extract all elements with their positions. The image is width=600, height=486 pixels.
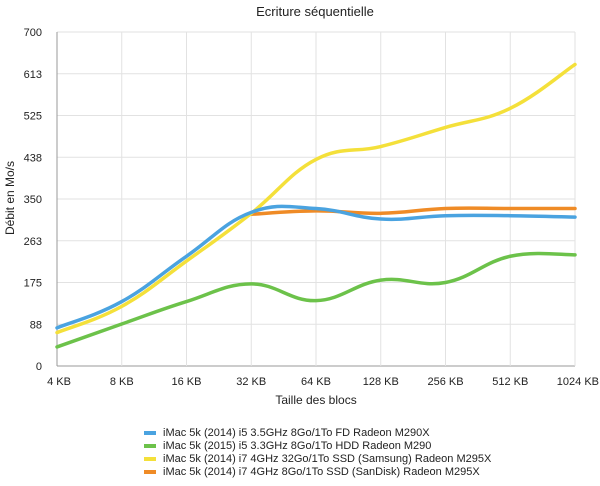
x-tick-label: 32 KB: [236, 376, 266, 388]
y-axis-label: Débit en Mo/s: [3, 161, 17, 235]
grid: [56, 31, 576, 367]
x-tick-label: 512 KB: [492, 376, 528, 388]
series-line-2: [55, 251, 577, 349]
y-tick-label: 263: [24, 236, 42, 248]
series-lines: [55, 62, 577, 349]
y-tick-label: 350: [24, 194, 42, 206]
x-tick-label: 64 KB: [301, 376, 331, 388]
series-line-4: [249, 206, 577, 217]
x-axis: 4 KB 8 KB 16 KB 32 KB 64 KB 128 KB 256 KB 512 K…: [47, 376, 599, 388]
chart-title: Ecriture séquentielle: [256, 4, 374, 19]
x-tick-label: 8 KB: [110, 376, 134, 388]
y-tick-label: 613: [24, 69, 42, 81]
legend-swatch: [144, 444, 156, 448]
y-axis: 0 88 175 263 350 438 525 613 700: [24, 27, 42, 373]
y-tick-label: 88: [30, 319, 42, 331]
x-tick-label: 4 KB: [47, 376, 71, 388]
x-tick-label: 1024 KB: [557, 376, 599, 388]
y-tick-label: 175: [24, 278, 42, 290]
legend-swatch: [144, 457, 156, 461]
y-tick-label: 700: [24, 27, 42, 39]
legend-swatch: [144, 431, 156, 435]
legend: iMac 5k (2014) i5 3.5GHz 8Go/1To FD Rade…: [144, 427, 492, 478]
x-tick-label: 16 KB: [172, 376, 202, 388]
legend-swatch: [144, 470, 156, 474]
legend-item-label: iMac 5k (2014) i7 4GHz 8Go/1To SSD (SanD…: [163, 466, 480, 478]
legend-item-label: iMac 5k (2014) i7 4GHz 32Go/1To SSD (Sam…: [163, 453, 492, 465]
series-line-1: [55, 204, 577, 330]
y-tick-label: 438: [24, 152, 42, 164]
series-line-3: [55, 62, 577, 335]
x-axis-label: Taille des blocs: [275, 393, 356, 407]
legend-item-label: iMac 5k (2015) i5 3.3GHz 8Go/1To HDD Rad…: [163, 440, 431, 452]
x-tick-label: 128 KB: [363, 376, 399, 388]
legend-item-label: iMac 5k (2014) i5 3.5GHz 8Go/1To FD Rade…: [163, 427, 430, 439]
x-tick-label: 256 KB: [427, 376, 463, 388]
y-tick-label: 525: [24, 111, 42, 123]
y-tick-label: 0: [36, 361, 42, 373]
